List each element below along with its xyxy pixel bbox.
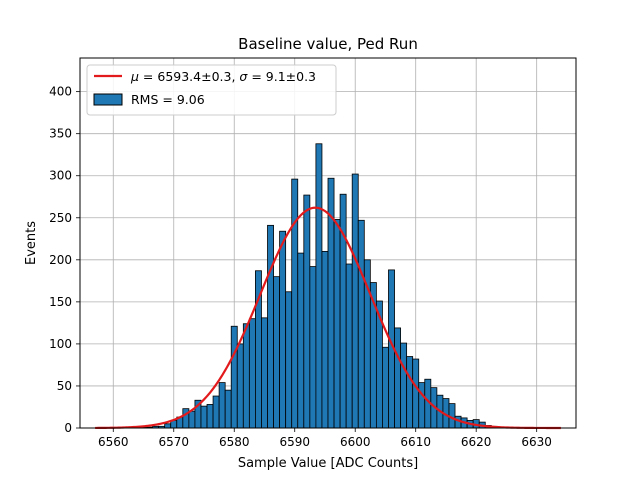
histogram-bar (164, 423, 172, 429)
x-tick-label: 6600 (340, 435, 371, 449)
legend-histogram-swatch (93, 93, 123, 106)
y-axis-ticks: 0 50 100 150 200 250 300 350 400 (49, 85, 80, 435)
x-tick-label: 6560 (98, 435, 129, 449)
histogram-bar (333, 219, 341, 429)
histogram-bar (309, 266, 317, 429)
y-tick-label: 400 (49, 85, 72, 99)
histogram-bar (321, 251, 329, 429)
x-tick-label: 6590 (279, 435, 310, 449)
plot-frame (79, 57, 577, 429)
y-tick-label: 150 (49, 295, 72, 309)
y-axis-label: Events (24, 221, 39, 265)
histogram-bar (267, 224, 274, 429)
histogram-bar (406, 356, 414, 429)
x-tick-label: 6610 (400, 435, 431, 449)
histogram-bar (418, 382, 426, 429)
x-axis-ticks: 6560 6570 6580 6590 6600 6610 6620 6630 (98, 428, 552, 449)
legend-box (86, 64, 337, 116)
x-tick-label: 6580 (219, 435, 250, 449)
histogram-bar (351, 173, 359, 429)
y-tick-label: 100 (49, 337, 72, 351)
histogram-bar (242, 323, 250, 429)
x-tick-label: 6630 (521, 435, 552, 449)
histogram-bar (303, 194, 311, 429)
legend-mu-symbol: μ (130, 69, 139, 84)
histogram-bar (248, 318, 256, 429)
histogram-bar (206, 404, 214, 429)
histogram-bar (236, 343, 244, 429)
histogram-bar (273, 276, 281, 429)
y-tick-label: 350 (49, 127, 72, 141)
histogram-bar (285, 291, 293, 429)
histogram-bar (357, 219, 365, 429)
histogram-bar (218, 382, 226, 429)
histogram-bar (412, 358, 420, 429)
y-tick-label: 250 (49, 211, 72, 225)
y-tick-label: 50 (57, 379, 72, 393)
legend-fit-label: μ = 6593.4±0.3, σ = 9.1±0.3 (130, 69, 316, 84)
histogram-bar (224, 389, 232, 429)
gaussian-fit-curve (95, 206, 561, 430)
legend: μ = 6593.4±0.3, σ = 9.1±0.3 RMS = 9.06 (86, 64, 337, 116)
x-tick-label: 6620 (461, 435, 492, 449)
x-axis-label: Sample Value [ADC Counts] (238, 456, 418, 471)
histogram-bar (200, 405, 208, 429)
legend-histogram-label: RMS = 9.06 (131, 92, 205, 107)
histogram-bar (315, 143, 323, 429)
histogram-bar (230, 325, 238, 429)
legend-mu-value: = 6593.4±0.3, (139, 69, 239, 84)
histogram-bar (400, 342, 408, 429)
histogram-bars (140, 143, 504, 429)
histogram-bar (394, 327, 401, 429)
histogram-bar (188, 410, 196, 429)
histogram-bar (382, 346, 389, 429)
y-tick-label: 0 (64, 421, 72, 435)
histogram-bar (345, 263, 353, 429)
histogram-bar (279, 230, 287, 429)
chart-title: Baseline value, Ped Run (238, 35, 418, 53)
histogram-bar (261, 317, 268, 429)
legend-sigma-symbol: σ (239, 69, 248, 84)
y-tick-label: 200 (49, 253, 72, 267)
histogram-bar (212, 395, 220, 429)
histogram-bar (291, 178, 299, 429)
y-tick-label: 300 (49, 169, 72, 183)
x-tick-label: 6570 (158, 435, 189, 449)
histogram-bar (297, 252, 305, 429)
legend-sigma-value: = 9.1±0.3 (247, 69, 316, 84)
